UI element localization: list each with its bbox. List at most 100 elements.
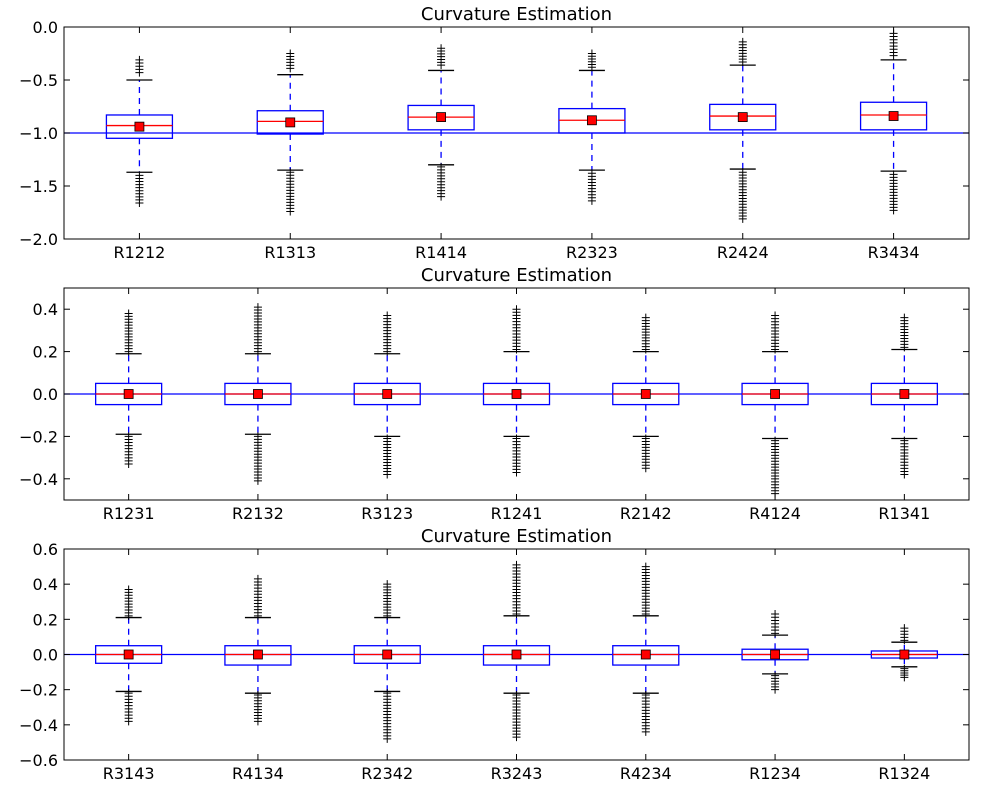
mean-marker [640, 649, 651, 660]
chart-title: Curvature Estimation [421, 526, 612, 547]
box-R4124 [741, 311, 809, 498]
box-rect [859, 101, 928, 131]
fliers-upper [512, 560, 521, 619]
box-R3143 [94, 585, 163, 726]
y-tick-label: 0.4 [33, 300, 58, 319]
mean-marker [123, 649, 134, 660]
fliers-lower [512, 434, 521, 477]
box-R2342 [353, 580, 421, 743]
fliers-upper [253, 303, 262, 356]
box-R1313 [256, 49, 324, 216]
mean-marker [253, 649, 263, 660]
box-R1231 [94, 309, 163, 468]
x-tick-label: R3243 [491, 764, 543, 783]
y-tick-label: 0.4 [33, 575, 58, 594]
x-tick-label: R1341 [878, 504, 930, 523]
fliers-lower [641, 434, 650, 473]
box-rect [482, 645, 551, 666]
box-R3123 [353, 311, 421, 479]
y-tick-label: −1.5 [19, 177, 58, 196]
x-tick-label: R4134 [232, 764, 284, 783]
fliers-upper [124, 309, 133, 356]
y-tick-label: 0.0 [33, 18, 58, 37]
fliers-upper [587, 49, 596, 72]
fliers-lower [900, 436, 909, 479]
fliers-upper [900, 313, 909, 352]
fliers-upper [135, 55, 144, 77]
x-tick-label: R1231 [103, 504, 155, 523]
y-tick-label: −0.2 [19, 681, 58, 700]
fliers-upper [512, 305, 521, 354]
mean-marker [511, 389, 522, 399]
y-tick-label: 0.0 [33, 385, 58, 404]
x-tick-label: R1234 [749, 764, 801, 783]
y-tick-label: 0.2 [33, 610, 58, 629]
x-tick-label: R1414 [415, 243, 467, 262]
box-R1212 [105, 55, 174, 207]
y-tick-label: −1.0 [19, 124, 58, 143]
chart-panel-3: Curvature Estimation 0.6 0.4 0.2 0.0 −0.2 −0.4… [19, 526, 970, 783]
fliers-lower [587, 169, 596, 205]
box-R1341 [870, 313, 939, 479]
mean-marker [640, 389, 651, 399]
x-tick-label: R1212 [113, 243, 165, 262]
x-tick-label: R2323 [566, 243, 618, 262]
y-tick-label: −0.5 [19, 71, 58, 90]
fliers-upper [641, 313, 650, 354]
mean-marker [770, 649, 780, 660]
fliers-lower [738, 168, 747, 223]
mean-marker [888, 111, 899, 121]
mean-marker [899, 649, 910, 660]
fliers-upper [641, 562, 650, 619]
fliers-lower [253, 690, 262, 726]
fliers-upper [286, 49, 295, 73]
y-tick-label: 0.0 [33, 646, 58, 665]
box-R1241 [482, 305, 551, 477]
y-tick-label: −2.0 [19, 230, 58, 249]
chart-panel-2: Curvature Estimation 0.4 0.2 0.0 −0.2 −0.4 R12… [19, 265, 970, 523]
mean-marker [285, 117, 296, 128]
box-rect [709, 103, 777, 131]
y-tick-label: −0.4 [19, 470, 58, 489]
fliers-lower [437, 162, 446, 201]
fliers-upper [124, 585, 133, 620]
box-rect [612, 645, 680, 666]
fliers-upper [771, 610, 780, 638]
box-R1414 [407, 44, 475, 201]
chart-panel-1: Curvature Estimation 0.0 −0.5 −1.0 −1.5 −2.0 R… [19, 4, 970, 262]
box-rect [105, 114, 174, 139]
fliers-upper [383, 311, 392, 356]
x-tick-label: R3123 [361, 504, 413, 523]
fliers-upper [889, 29, 898, 60]
y-tick-label: 0.6 [33, 540, 58, 559]
fliers-lower [253, 432, 262, 485]
fliers-upper [253, 574, 262, 620]
box-R4234 [612, 562, 680, 736]
x-tick-label: R4124 [749, 504, 801, 523]
fliers-lower [124, 689, 133, 726]
fliers-upper [437, 44, 446, 70]
box-R2323 [558, 49, 626, 205]
x-tick-label: R3143 [103, 764, 155, 783]
mean-marker [382, 649, 393, 660]
chart-title: Curvature Estimation [421, 4, 612, 25]
fliers-lower [286, 168, 295, 216]
x-tick-label: R1324 [878, 764, 930, 783]
fliers-lower [771, 436, 780, 498]
box-R1324 [870, 624, 939, 682]
y-tick-label: −0.2 [19, 427, 58, 446]
fliers-lower [383, 689, 392, 743]
x-tick-label: R4234 [620, 764, 672, 783]
box-R1234 [741, 610, 809, 694]
mean-marker [587, 115, 597, 126]
mean-marker [899, 389, 910, 399]
fliers-upper [738, 37, 747, 66]
fliers-lower [512, 690, 521, 742]
box-R2132 [224, 303, 292, 485]
mean-marker [134, 121, 145, 132]
fliers-lower [771, 671, 780, 694]
chart-title: Curvature Estimation [421, 265, 612, 286]
y-tick-label: −0.6 [19, 751, 58, 770]
mean-marker [123, 389, 134, 399]
x-tick-label: R1313 [264, 243, 316, 262]
